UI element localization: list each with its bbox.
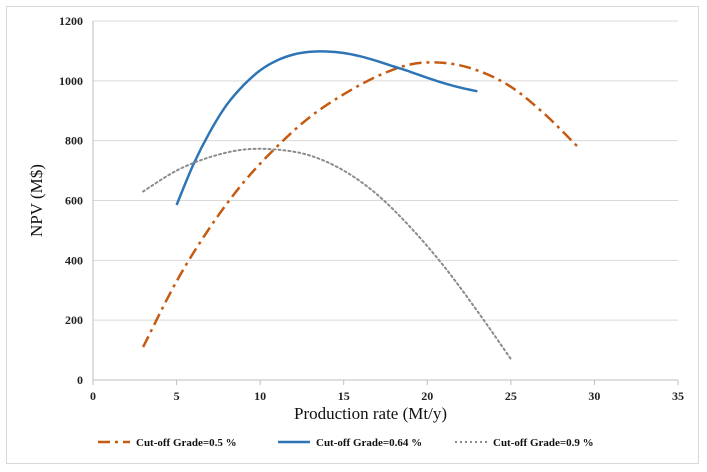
y-tick-label: 1000 xyxy=(59,74,83,88)
x-tick-label: 35 xyxy=(672,389,684,403)
series-lines xyxy=(141,50,579,361)
series-line-1 xyxy=(141,61,579,348)
y-tick-label: 200 xyxy=(65,313,83,327)
x-tick-label: 10 xyxy=(254,389,266,403)
x-tick-label: 25 xyxy=(505,389,517,403)
x-tick-label: 5 xyxy=(174,389,180,403)
legend: Cut-off Grade=0.5 % Cut-off Grade=0.64 % C… xyxy=(98,437,594,449)
legend-label-1: Cut-off Grade=0.5 % xyxy=(136,437,237,449)
tick-labels: 0 200 400 600 800 1000 1200 0 5 10 15 20 25 30 35 xyxy=(59,14,684,403)
series-line-3 xyxy=(142,147,512,361)
x-tick-label: 30 xyxy=(588,389,600,403)
series-line-2 xyxy=(175,50,478,206)
x-tick-label: 0 xyxy=(90,389,96,403)
chart-frame xyxy=(6,6,699,464)
y-tick-label: 1200 xyxy=(59,14,83,28)
axes xyxy=(92,21,679,385)
x-tick-label: 20 xyxy=(421,389,433,403)
x-axis-title: Production rate (Mt/y) xyxy=(294,404,447,423)
y-tick-label: 800 xyxy=(65,134,83,148)
y-tick-label: 400 xyxy=(65,253,83,267)
y-tick-label: 0 xyxy=(77,373,83,387)
legend-label-3: Cut-off Grade=0.9 % xyxy=(493,437,594,449)
y-axis-title: NPV (M$) xyxy=(27,164,46,237)
x-tick-label: 15 xyxy=(338,389,350,403)
y-tick-label: 600 xyxy=(65,194,83,208)
gridlines xyxy=(93,20,678,381)
legend-label-2: Cut-off Grade=0.64 % xyxy=(316,437,422,449)
